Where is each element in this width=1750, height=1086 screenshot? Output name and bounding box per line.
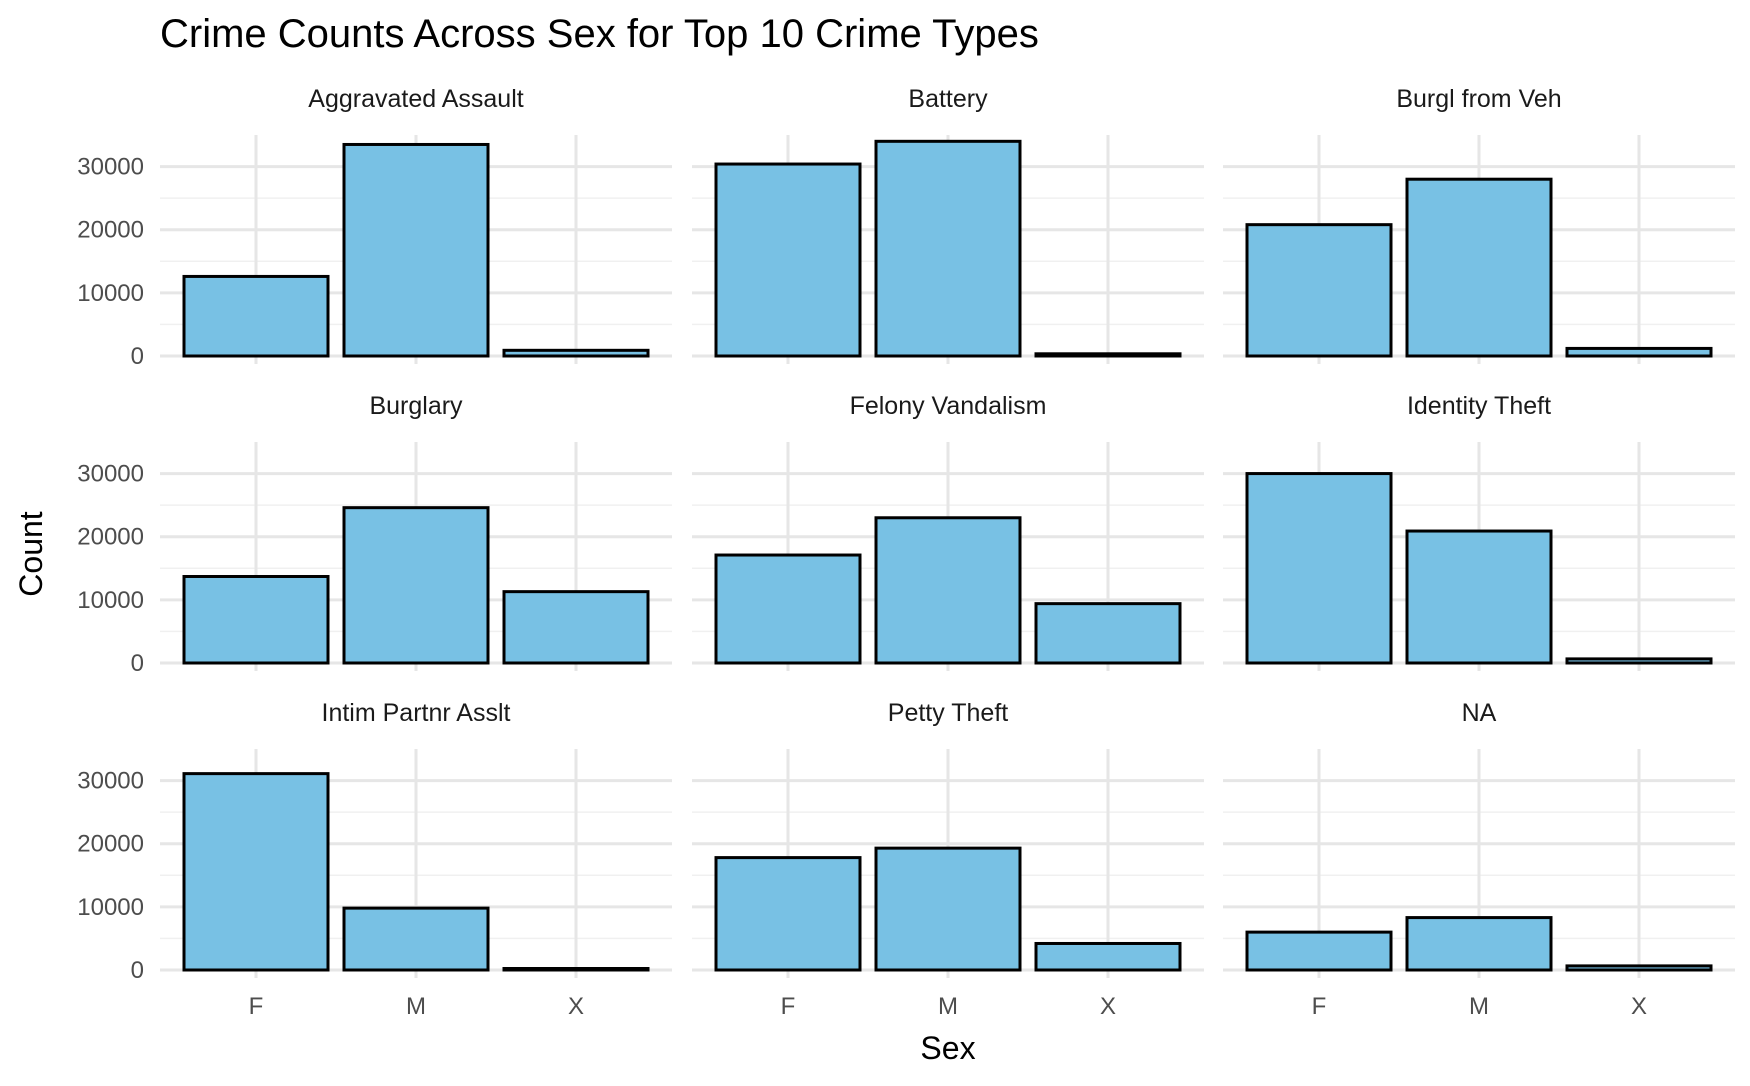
bar-battery-x <box>1034 352 1182 358</box>
bar-burgl-from-veh-m <box>1405 177 1553 358</box>
panel-title: Burglary <box>369 392 463 420</box>
panel-title: Intim Partnr Asslt <box>322 699 511 727</box>
panel-intim-partnr-asslt: Intim Partnr Asslt 0 10000 20000 30000 F M X <box>77 699 672 1020</box>
y-tick-label: 0 <box>131 650 144 677</box>
x-tick-label: F <box>1312 993 1327 1020</box>
y-tick-label: 20000 <box>77 217 144 244</box>
x-tick-label: X <box>568 993 584 1020</box>
bar-burgl-from-veh-x <box>1565 346 1713 358</box>
x-tick-label: X <box>1631 993 1647 1020</box>
panel-title: Identity Theft <box>1407 392 1551 420</box>
bar-petty-theft-x <box>1034 941 1182 972</box>
y-tick-label: 10000 <box>77 894 144 921</box>
bar-felony-vandalism-f <box>714 553 862 665</box>
x-tick-label: F <box>781 993 796 1020</box>
y-tick-label: 30000 <box>77 461 144 488</box>
x-tick-label: M <box>406 993 426 1020</box>
y-tick-label: 0 <box>131 957 144 984</box>
bar-petty-theft-f <box>714 856 862 972</box>
bar-na-m <box>1405 916 1553 972</box>
y-tick-label: 20000 <box>77 524 144 551</box>
bar-aggravated-assault-m <box>342 142 490 358</box>
bar-aggravated-assault-f <box>182 274 330 358</box>
bar-petty-theft-m <box>874 846 1022 972</box>
bar-burglary-x <box>502 590 650 665</box>
y-tick-label: 10000 <box>77 587 144 614</box>
bar-burgl-from-veh-f <box>1245 223 1393 358</box>
y-tick-label: 0 <box>131 343 144 370</box>
bar-intim-partnr-asslt-x <box>502 967 650 972</box>
x-tick-label: M <box>1469 993 1489 1020</box>
panel-burglary: Burglary 0 10000 20000 30000 <box>77 392 672 677</box>
bar-felony-vandalism-m <box>874 516 1022 665</box>
y-tick-label: 30000 <box>77 154 144 181</box>
bar-felony-vandalism-x <box>1034 602 1182 665</box>
bar-identity-theft-m <box>1405 529 1553 665</box>
bar-identity-theft-x <box>1565 657 1713 665</box>
panel-title: Aggravated Assault <box>308 85 523 113</box>
panel-aggravated-assault: Aggravated Assault 0 10000 20000 30000 <box>77 85 672 370</box>
bar-intim-partnr-asslt-m <box>342 906 490 972</box>
panel-title: Battery <box>908 85 988 113</box>
panel-title: Felony Vandalism <box>850 392 1047 420</box>
panel-felony-vandalism: Felony Vandalism <box>692 392 1204 671</box>
x-tick-label: M <box>938 993 958 1020</box>
panel-na: NA F M X <box>1223 699 1735 1020</box>
y-tick-label: 10000 <box>77 280 144 307</box>
panel-battery: Battery <box>692 85 1204 364</box>
panel-title: Petty Theft <box>888 699 1008 727</box>
x-tick-label: F <box>249 993 264 1020</box>
panel-burgl-from-veh: Burgl from Veh <box>1223 85 1735 364</box>
bar-battery-f <box>714 162 862 358</box>
facet-panels: Aggravated Assault 0 10000 20000 30000 Batter… <box>77 85 1735 1020</box>
panel-identity-theft: Identity Theft <box>1223 392 1735 671</box>
panel-title: NA <box>1462 699 1497 727</box>
bar-intim-partnr-asslt-f <box>182 772 330 972</box>
y-tick-label: 30000 <box>77 768 144 795</box>
panel-petty-theft: Petty Theft F M X <box>692 699 1204 1020</box>
chart-title: Crime Counts Across Sex for Top 10 Crime… <box>160 12 1039 56</box>
bar-battery-m <box>874 139 1022 358</box>
y-tick-label: 20000 <box>77 831 144 858</box>
y-axis-title: Count <box>13 511 49 597</box>
bar-burglary-m <box>342 506 490 665</box>
bar-burglary-f <box>182 574 330 665</box>
bar-aggravated-assault-x <box>502 348 650 358</box>
x-axis-title: Sex <box>920 1030 975 1066</box>
bar-na-x <box>1565 964 1713 972</box>
x-tick-label: X <box>1100 993 1116 1020</box>
panel-title: Burgl from Veh <box>1396 85 1561 113</box>
bar-na-f <box>1245 930 1393 972</box>
bar-identity-theft-f <box>1245 472 1393 665</box>
